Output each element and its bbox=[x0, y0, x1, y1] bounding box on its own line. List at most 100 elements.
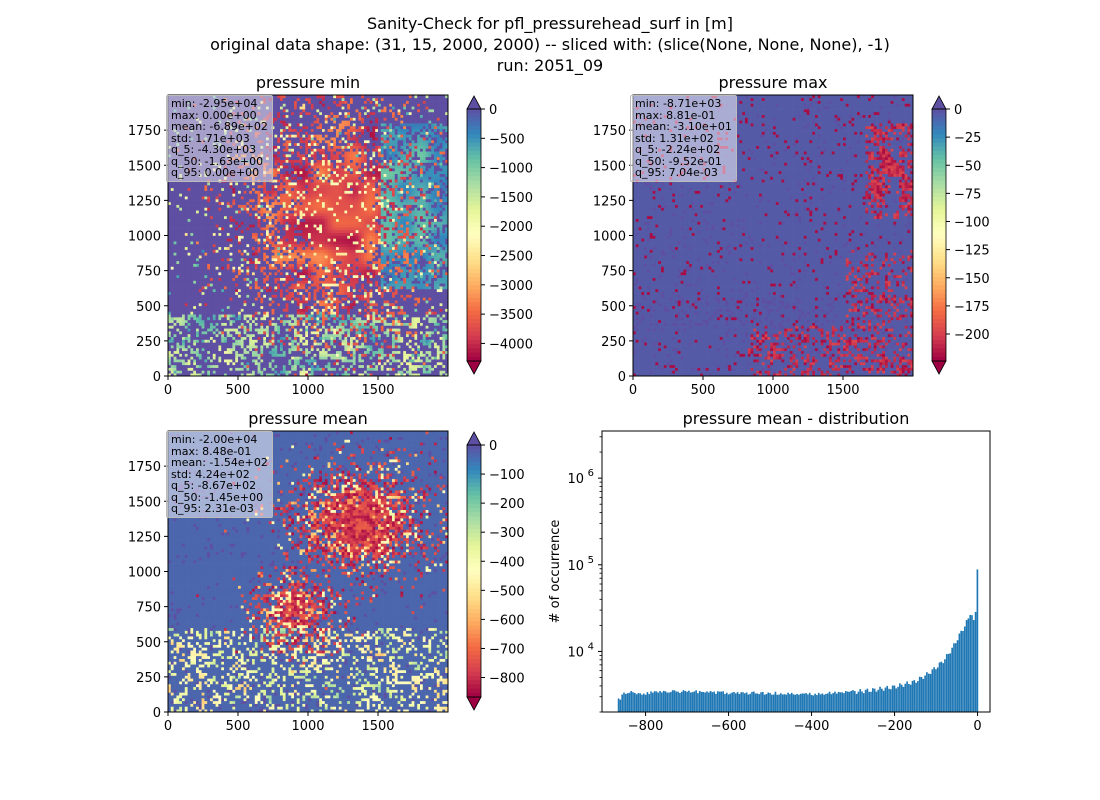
heatmap-cell bbox=[246, 308, 250, 312]
heatmap-cell bbox=[285, 114, 289, 118]
heatmap-cell bbox=[271, 125, 275, 130]
heatmap-cell bbox=[198, 207, 202, 211]
heatmap-cell bbox=[257, 319, 261, 323]
heatmap-cell bbox=[299, 207, 303, 211]
heatmap-cell bbox=[254, 308, 258, 312]
heatmap-cell bbox=[282, 339, 286, 343]
heatmap-cell bbox=[263, 255, 267, 259]
heatmap-cell bbox=[266, 339, 270, 343]
heatmap-cell bbox=[182, 353, 186, 357]
heatmap-cell bbox=[252, 316, 256, 321]
heatmap-cell bbox=[249, 359, 253, 363]
heatmap-cell bbox=[201, 215, 205, 219]
heatmap-cell bbox=[246, 196, 250, 200]
heatmap-cell bbox=[260, 260, 264, 264]
heatmap-cell bbox=[207, 246, 211, 250]
heatmap-cell bbox=[182, 308, 186, 312]
heatmap-cell bbox=[266, 364, 270, 368]
heatmap-cell bbox=[190, 193, 194, 197]
heatmap-cell bbox=[226, 229, 230, 234]
heatmap-cell bbox=[263, 232, 267, 236]
heatmap-cell bbox=[291, 154, 295, 158]
heatmap-cell bbox=[252, 274, 256, 278]
heatmap-cell bbox=[168, 283, 172, 287]
heatmap-cell bbox=[232, 347, 236, 352]
heatmap-cell bbox=[168, 227, 172, 231]
heatmap-cell bbox=[235, 305, 239, 309]
heatmap-cell bbox=[282, 134, 286, 138]
heatmap-cell bbox=[240, 294, 244, 298]
heatmap-cell bbox=[193, 221, 197, 225]
heatmap-cell bbox=[196, 241, 200, 245]
heatmap-cell bbox=[218, 272, 222, 276]
heatmap-cell bbox=[190, 359, 194, 363]
heatmap-cell bbox=[215, 207, 219, 211]
heatmap-cell bbox=[299, 128, 303, 132]
heatmap-cell bbox=[280, 302, 284, 307]
heatmap-cell bbox=[184, 210, 188, 214]
heatmap-cell bbox=[176, 218, 180, 222]
heatmap-cell bbox=[285, 170, 289, 175]
heatmap-cell bbox=[201, 342, 205, 346]
heatmap-cell bbox=[187, 328, 191, 332]
heatmap-cell bbox=[274, 201, 278, 205]
heatmap-cell bbox=[266, 322, 270, 326]
heatmap-cell bbox=[238, 210, 242, 214]
heatmap-cell bbox=[179, 246, 183, 250]
heatmap-cell bbox=[243, 283, 247, 287]
heatmap-cell bbox=[260, 227, 264, 231]
heatmap-cell bbox=[221, 221, 225, 225]
heatmap-cell bbox=[179, 266, 183, 270]
heatmap-cell bbox=[296, 176, 300, 180]
heatmap-cell bbox=[210, 241, 214, 245]
heatmap-cell bbox=[280, 156, 284, 160]
heatmap-cell bbox=[190, 227, 194, 231]
heatmap-cell bbox=[170, 198, 174, 203]
heatmap-cell bbox=[305, 229, 309, 234]
heatmap-cell bbox=[249, 373, 253, 377]
heatmap-cell bbox=[193, 311, 197, 315]
heatmap-cell bbox=[212, 350, 216, 354]
heatmap-cell bbox=[190, 350, 194, 354]
heatmap-cell bbox=[254, 221, 258, 225]
heatmap-cell bbox=[274, 331, 278, 335]
heatmap-cell bbox=[302, 145, 306, 149]
heatmap-cell bbox=[193, 300, 197, 304]
heatmap-cell bbox=[235, 370, 239, 374]
heatmap-cell bbox=[238, 274, 242, 278]
heatmap-cell bbox=[221, 238, 225, 242]
heatmap-cell bbox=[254, 198, 258, 203]
heatmap-cell bbox=[302, 252, 306, 256]
heatmap-cell bbox=[235, 302, 239, 307]
heatmap-cell bbox=[240, 367, 244, 371]
heatmap-cell bbox=[226, 367, 230, 371]
heatmap-cell bbox=[302, 269, 306, 273]
heatmap-cell bbox=[274, 229, 278, 234]
heatmap-cell bbox=[204, 263, 208, 267]
heatmap-cell bbox=[254, 328, 258, 332]
heatmap-cell bbox=[257, 288, 261, 293]
heatmap-cell bbox=[179, 322, 183, 326]
heatmap-cell bbox=[221, 207, 225, 211]
heatmap-cell bbox=[277, 302, 281, 307]
heatmap-cell bbox=[190, 198, 194, 203]
heatmap-cell bbox=[212, 277, 216, 281]
heatmap-cell bbox=[254, 218, 258, 222]
heatmap-cell bbox=[210, 297, 214, 301]
heatmap-cell bbox=[288, 333, 292, 338]
heatmap-cell bbox=[168, 297, 172, 301]
heatmap-cell bbox=[182, 359, 186, 363]
heatmap-cell bbox=[263, 305, 267, 309]
heatmap-cell bbox=[184, 213, 188, 217]
heatmap-cell bbox=[182, 297, 186, 301]
heatmap-cell bbox=[296, 319, 300, 323]
heatmap-cell bbox=[291, 182, 295, 186]
heatmap-cell bbox=[212, 333, 216, 338]
heatmap-cell bbox=[212, 190, 216, 194]
heatmap-cell bbox=[232, 198, 236, 203]
heatmap-cell bbox=[299, 184, 303, 189]
heatmap-cell bbox=[224, 373, 228, 377]
heatmap-cell bbox=[271, 139, 275, 144]
heatmap-cell bbox=[232, 193, 236, 197]
heatmap-cell bbox=[252, 224, 256, 228]
